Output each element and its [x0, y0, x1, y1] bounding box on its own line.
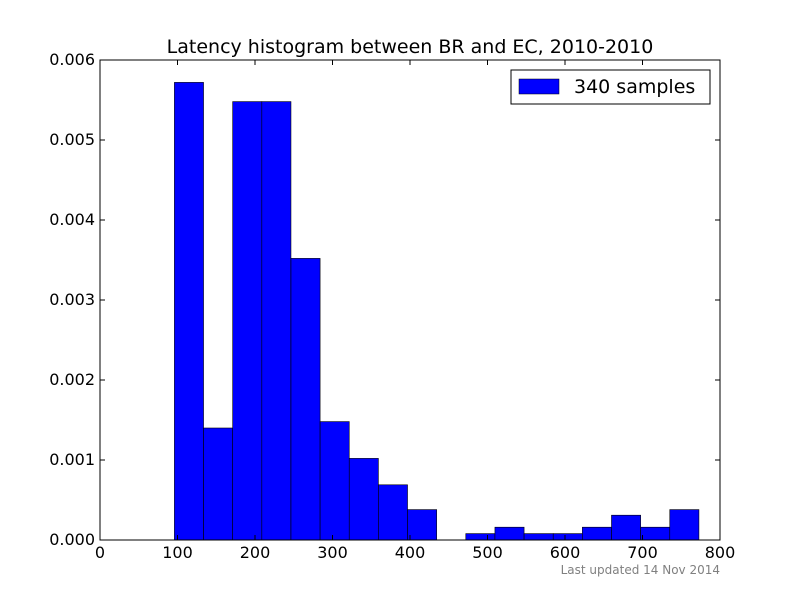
- legend: 340 samples: [510, 69, 711, 105]
- x-tick-label: 600: [550, 543, 581, 562]
- histogram-bar: [407, 509, 437, 541]
- x-tick-label: 700: [627, 543, 658, 562]
- histogram-bar: [465, 533, 496, 541]
- x-tick-label: 400: [395, 543, 426, 562]
- histogram-bar: [348, 458, 379, 541]
- x-tick-label: 200: [240, 543, 271, 562]
- chart-title: Latency histogram between BR and EC, 201…: [167, 36, 654, 58]
- x-tick-label: 100: [162, 543, 193, 562]
- histogram-bars: [174, 82, 700, 541]
- x-tick-label: 300: [317, 543, 348, 562]
- histogram-bar: [582, 526, 612, 541]
- histogram-bar: [203, 427, 233, 541]
- histogram-bar: [494, 526, 525, 541]
- histogram-bar: [523, 533, 554, 541]
- y-tick-label: 0.004: [49, 210, 95, 229]
- x-tick-label: 0: [95, 543, 105, 562]
- histogram-bar: [552, 533, 583, 541]
- y-tick-label: 0.000: [49, 530, 95, 549]
- x-axis-ticks: 0 100 200 300 400 500 600 700 800: [95, 60, 735, 562]
- histogram-bar: [232, 101, 263, 541]
- histogram-bar: [290, 258, 321, 541]
- histogram-bar: [261, 101, 292, 541]
- y-tick-label: 0.005: [49, 130, 95, 149]
- histogram-bar: [640, 526, 671, 541]
- x-tick-label: 800: [705, 543, 736, 562]
- y-tick-label: 0.001: [49, 450, 95, 469]
- plot-area-frame: [99, 59, 721, 541]
- histogram-bar: [669, 509, 700, 541]
- histogram-bar: [378, 484, 408, 541]
- histogram-bar: [611, 514, 641, 541]
- y-axis-ticks: 0.000 0.001 0.002 0.003 0.004 0.005 0.006: [49, 50, 720, 549]
- legend-swatch: [518, 78, 560, 95]
- footnote: Last updated 14 Nov 2014: [561, 563, 720, 577]
- histogram-bar: [319, 421, 350, 541]
- legend-label: 340 samples: [574, 76, 695, 98]
- x-tick-label: 500: [472, 543, 503, 562]
- y-tick-label: 0.006: [49, 50, 95, 69]
- y-tick-label: 0.002: [49, 370, 95, 389]
- histogram-bar: [174, 82, 204, 541]
- y-tick-label: 0.003: [49, 290, 95, 309]
